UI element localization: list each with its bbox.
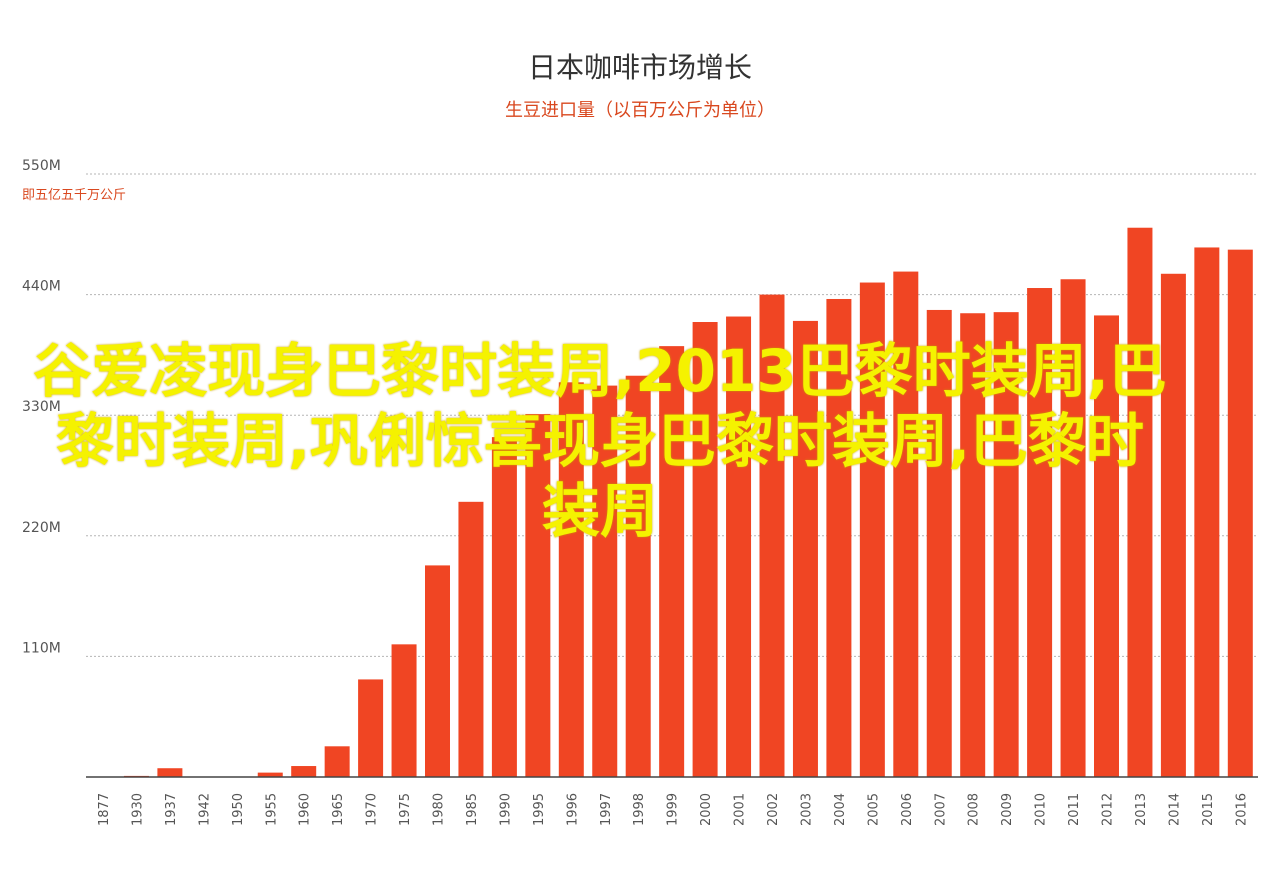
x-tick-label: 2006	[900, 793, 915, 826]
x-tick-label: 2000	[699, 793, 714, 826]
bar	[759, 294, 785, 777]
bar	[491, 437, 517, 777]
bar	[1094, 315, 1119, 777]
x-axis-tick-labels: 1877 1930 1937 1942 1950 1955 1960 1965 1970 1975…	[97, 793, 1249, 826]
x-tick-label: 1999	[666, 793, 681, 826]
bar	[960, 313, 986, 777]
x-tick-label: 1937	[164, 793, 179, 826]
x-tick-label: 1942	[197, 793, 212, 826]
bar	[391, 644, 417, 777]
y-tick-label: 220M	[22, 520, 61, 536]
x-tick-label: 1975	[398, 793, 413, 826]
bar	[792, 320, 818, 777]
x-tick-label: 2014	[1167, 793, 1182, 826]
x-tick-label: 2005	[866, 793, 881, 826]
x-tick-label: 1950	[231, 793, 246, 826]
bar	[659, 346, 685, 777]
bar	[291, 766, 317, 777]
x-tick-label: 2011	[1067, 793, 1082, 826]
bar	[1160, 273, 1186, 777]
bar	[826, 298, 852, 777]
x-tick-label: 2013	[1134, 793, 1149, 826]
y-axis-unit-note: 即五亿五千万公斤	[22, 188, 127, 203]
chart-subtitle: 生豆进口量（以百万公斤为单位）	[505, 100, 775, 121]
x-tick-label: 2002	[766, 793, 781, 826]
x-tick-label: 2010	[1034, 793, 1049, 826]
y-tick-label: 440M	[22, 279, 61, 295]
bar	[1227, 249, 1253, 777]
x-tick-label: 1960	[298, 793, 313, 826]
x-tick-label: 2015	[1201, 793, 1216, 826]
x-tick-label: 1877	[97, 793, 112, 826]
bar	[692, 322, 718, 777]
bar	[324, 746, 350, 777]
y-tick-label: 330M	[22, 399, 61, 415]
bar	[458, 501, 484, 777]
y-tick-label: 550M	[22, 158, 61, 174]
x-tick-label: 1997	[599, 793, 614, 826]
bar	[257, 772, 283, 777]
bar	[1060, 279, 1086, 777]
x-tick-label: 2004	[833, 793, 848, 826]
bar	[859, 282, 885, 777]
x-tick-label: 2007	[933, 793, 948, 826]
x-tick-label: 1990	[498, 793, 513, 826]
bar	[893, 271, 919, 777]
watermark-overlay-text: 谷爱凌现身巴黎时装周,2013巴黎时装周,巴黎时装周,巩俐惊喜现身巴黎时装周,巴…	[33, 337, 1167, 545]
y-axis-tick-labels: 110M 220M 330M 440M 550M	[22, 158, 61, 656]
bar	[625, 375, 651, 777]
chart-title: 日本咖啡市场增长	[527, 51, 752, 84]
x-tick-label: 1980	[432, 793, 447, 826]
x-tick-label: 1996	[565, 793, 580, 826]
x-tick-label: 1965	[331, 793, 346, 826]
bar	[1194, 247, 1220, 777]
x-tick-label: 2003	[799, 793, 814, 826]
x-tick-label: 1985	[465, 793, 480, 826]
x-tick-label: 1955	[264, 793, 279, 826]
bar	[926, 309, 952, 777]
bar	[726, 316, 752, 777]
bar	[592, 385, 618, 777]
x-tick-label: 1970	[365, 793, 380, 826]
x-tick-label: 2009	[1000, 793, 1015, 826]
y-tick-label: 110M	[22, 640, 61, 656]
x-tick-label: 1930	[130, 793, 145, 826]
bar	[558, 382, 584, 777]
bar	[1127, 227, 1153, 778]
x-tick-label: 2012	[1101, 793, 1116, 826]
x-tick-label: 1998	[632, 793, 647, 826]
x-tick-label: 2016	[1234, 793, 1249, 826]
bar	[1027, 288, 1053, 777]
bar	[525, 414, 551, 777]
bars	[123, 227, 1253, 778]
bar	[157, 768, 183, 777]
x-tick-label: 1995	[532, 793, 547, 826]
x-tick-label: 2008	[967, 793, 982, 826]
bar	[425, 565, 450, 777]
bar	[358, 679, 384, 777]
x-tick-label: 2001	[733, 793, 748, 826]
bar	[993, 312, 1019, 777]
